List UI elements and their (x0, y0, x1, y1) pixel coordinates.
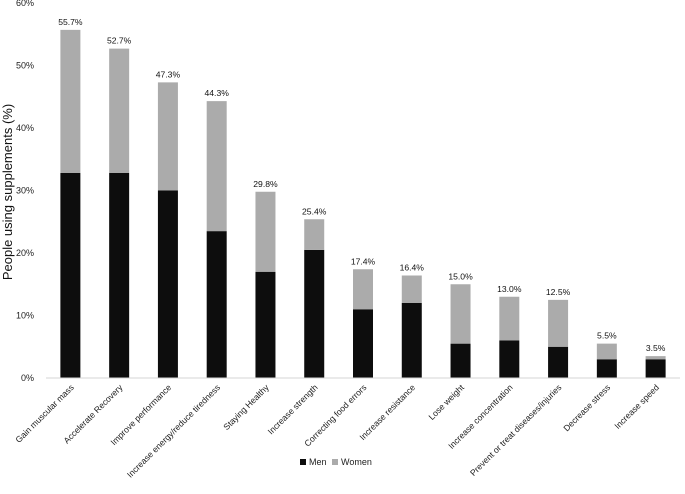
bars-group (60, 29, 666, 378)
legend-label-women: Women (341, 457, 372, 467)
bar-men-5 (304, 249, 325, 378)
bar-men-4 (255, 271, 276, 378)
bar-women-3 (206, 101, 227, 232)
bar-women-2 (157, 82, 178, 191)
bar-men-0 (60, 173, 81, 378)
bar-men-11 (596, 359, 617, 378)
data-label-total: 13.0% (497, 284, 522, 294)
bar-women-4 (255, 191, 276, 272)
y-tick-label: 0% (21, 373, 34, 383)
bar-women-7 (401, 275, 422, 303)
legend-swatch-men (300, 459, 306, 465)
data-label-total: 47.3% (156, 69, 181, 79)
x-category-label: Staying Healthy (221, 382, 271, 432)
bar-men-7 (401, 303, 422, 378)
data-label-total: 3.5% (646, 343, 666, 353)
bar-men-6 (353, 309, 373, 378)
data-label-total: 52.7% (107, 36, 132, 46)
x-category-label: Increase energy/reduce tiredness (125, 382, 222, 479)
bar-women-6 (353, 269, 373, 310)
bar-women-0 (60, 29, 81, 173)
x-category-label: Increase speed (612, 382, 661, 431)
bar-men-10 (548, 346, 569, 378)
bar-women-8 (450, 284, 471, 344)
data-label-total: 12.5% (546, 287, 571, 297)
data-label-total: 17.4% (351, 256, 376, 266)
bar-women-11 (596, 343, 617, 360)
y-tick-label: 50% (16, 61, 34, 71)
legend-label-men: Men (309, 457, 327, 467)
y-tick-label: 10% (16, 311, 34, 321)
data-label-total: 55.7% (58, 17, 83, 27)
data-label-total: 44.3% (205, 88, 230, 98)
x-category-label: Decrease stress (561, 382, 612, 433)
data-label-total: 29.8% (253, 179, 278, 189)
bar-women-9 (499, 296, 520, 341)
bar-men-1 (109, 173, 130, 378)
y-tick-label: 40% (16, 123, 34, 133)
bar-men-12 (645, 359, 666, 378)
x-category-label: Prevent or treat diseases/injuries (468, 382, 564, 478)
legend: Men Women (300, 457, 372, 467)
y-axis: 0% 10% 20% 30% 40% 50% 60% (16, 0, 34, 383)
bar-men-8 (450, 343, 471, 378)
bar-women-1 (109, 48, 130, 173)
data-labels-group: 55.7% 52.7% 47.3% 44.3% 29.8% 25.4% 17.4% 16.4%… (58, 17, 666, 353)
bar-women-12 (645, 356, 666, 360)
legend-swatch-women (332, 459, 338, 465)
y-tick-label: 30% (16, 186, 34, 196)
y-tick-label: 20% (16, 248, 34, 258)
data-label-total: 16.4% (400, 263, 425, 273)
y-tick-label: 60% (16, 0, 34, 8)
x-category-label: Lose weight (426, 382, 466, 422)
data-label-total: 5.5% (597, 331, 617, 341)
y-axis-label: People using supplements (%) (0, 104, 15, 280)
data-label-total: 25.4% (302, 206, 327, 216)
bar-women-5 (304, 219, 325, 250)
bar-men-2 (157, 190, 178, 378)
x-category-label: Increase strength (266, 382, 320, 436)
bar-men-3 (206, 231, 227, 378)
data-label-total: 15.0% (448, 271, 473, 281)
bar-men-9 (499, 340, 520, 378)
bar-women-10 (548, 299, 569, 347)
